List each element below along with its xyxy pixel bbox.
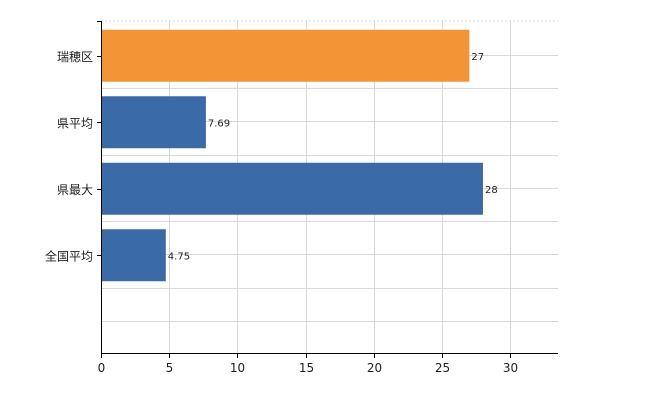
x-tick-label-4: 20 <box>367 361 382 375</box>
data-label-3: 4.75 <box>168 251 190 262</box>
x-tick-label-0: 0 <box>98 361 106 375</box>
category-label-2: 県最大 <box>57 183 93 197</box>
x-tick-label-1: 5 <box>166 361 174 375</box>
bar-3 <box>101 229 166 282</box>
category-label-3: 全国平均 <box>45 248 93 263</box>
bar-0 <box>101 29 470 82</box>
x-tick-label-2: 10 <box>230 361 245 375</box>
bar-1 <box>101 96 206 149</box>
category-label-1: 県平均 <box>57 116 93 130</box>
category-label-0: 瑞穂区 <box>57 50 93 64</box>
axis-layer <box>97 21 558 358</box>
x-tick-label-3: 15 <box>299 361 314 375</box>
bar-2 <box>101 162 483 215</box>
data-label-1: 7.69 <box>208 118 230 129</box>
bars-layer <box>101 29 483 282</box>
x-tick-label-5: 25 <box>435 361 450 375</box>
data-label-0: 27 <box>471 52 484 63</box>
labels-layer: 27 瑞穂区 7.69 県平均 28 県最大 4.75 全国平均 0 5 10 15 20 25 30 <box>45 50 518 375</box>
x-tick-label-6: 30 <box>503 361 518 375</box>
data-label-2: 28 <box>485 185 498 196</box>
